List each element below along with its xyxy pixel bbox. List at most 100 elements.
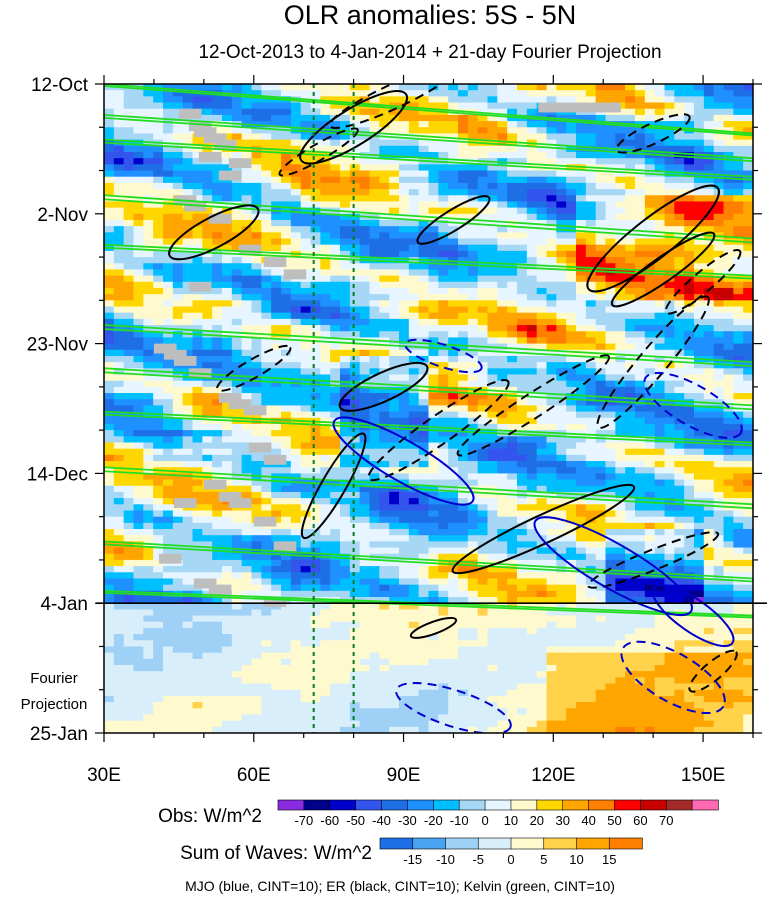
anomaly-cell — [595, 337, 607, 345]
anomaly-cell — [576, 294, 587, 301]
anomaly-cell — [399, 454, 410, 462]
anomaly-cell — [536, 114, 548, 122]
anomaly-cell — [349, 510, 361, 518]
anomaly-cell — [654, 522, 666, 530]
anomaly-cell — [438, 84, 449, 91]
anomaly-cell — [743, 300, 753, 308]
anomaly-cell — [536, 461, 548, 468]
anomaly-cell — [694, 182, 705, 190]
anomaly-cell — [664, 226, 675, 233]
anomaly-cell — [418, 368, 430, 376]
anomaly-cell — [713, 423, 725, 431]
anomaly-cell — [615, 281, 626, 289]
anomaly-cell — [556, 207, 567, 215]
anomaly-cell — [566, 306, 577, 314]
anomaly-cell — [418, 195, 430, 203]
anomaly-cell — [399, 399, 410, 407]
anomaly-cell — [694, 423, 705, 431]
anomaly-cell — [271, 250, 282, 258]
anomaly-cell — [703, 226, 715, 233]
anomaly-cell — [458, 405, 469, 413]
anomaly-cell — [507, 399, 518, 407]
anomaly-cell — [310, 461, 321, 468]
anomaly-cell — [349, 417, 361, 425]
anomaly-cell — [104, 269, 115, 277]
anomaly-cell — [684, 393, 695, 400]
anomaly-cell — [605, 195, 616, 203]
anomaly-cell — [300, 355, 312, 363]
anomaly-cell — [320, 176, 331, 184]
anomaly-cell — [428, 108, 439, 116]
anomaly-cell — [674, 510, 685, 518]
anomaly-cell — [615, 454, 626, 462]
anomaly-cell — [281, 219, 292, 227]
anomaly-cell — [241, 306, 253, 314]
anomaly-cell — [477, 170, 489, 178]
anomaly-cell — [487, 219, 498, 227]
anomaly-cell — [261, 504, 272, 512]
anomaly-cell — [399, 368, 410, 376]
anomaly-cell — [566, 84, 577, 91]
anomaly-cell — [428, 325, 439, 332]
anomaly-cell — [625, 133, 636, 141]
anomaly-cell — [428, 275, 439, 283]
anomaly-cell — [143, 535, 154, 542]
anomaly-cell — [399, 473, 410, 481]
anomaly-cell — [418, 442, 430, 450]
anomaly-cell — [290, 114, 302, 122]
anomaly-cell — [733, 96, 744, 104]
anomaly-cell — [448, 151, 459, 159]
anomaly-cell — [497, 547, 508, 555]
anomaly-cell — [271, 411, 282, 419]
anomaly-cell — [143, 96, 154, 104]
anomaly-cell — [694, 213, 705, 221]
anomaly-cell — [251, 287, 262, 295]
anomaly-cell — [536, 349, 548, 357]
anomaly-cell — [556, 244, 567, 252]
anomaly-cell — [369, 238, 380, 246]
anomaly-cell — [556, 479, 567, 487]
anomaly-cell — [654, 257, 666, 264]
anomaly-cell — [330, 219, 341, 227]
anomaly-cell — [340, 374, 351, 382]
anomaly-cell — [330, 238, 341, 246]
anomaly-cell — [654, 362, 666, 369]
anomaly-cell — [576, 189, 587, 196]
anomaly-cell — [379, 516, 390, 524]
anomaly-cell — [733, 479, 744, 487]
anomaly-cell — [743, 325, 753, 332]
anomaly-cell — [163, 189, 174, 196]
anomaly-cell — [172, 448, 184, 456]
anomaly-cell — [320, 170, 331, 178]
anomaly-cell — [104, 448, 115, 456]
anomaly-cell — [133, 244, 144, 252]
anomaly-cell — [477, 102, 489, 110]
anomaly-cell — [113, 522, 125, 530]
anomaly-cell — [300, 374, 312, 382]
anomaly-cell — [497, 411, 508, 419]
anomaly-cell — [418, 541, 430, 549]
anomaly-cell — [241, 257, 253, 264]
anomaly-cell — [340, 535, 351, 542]
anomaly-cell — [399, 275, 410, 283]
anomaly-cell — [271, 287, 282, 295]
anomaly-cell — [635, 164, 646, 172]
anomaly-cell — [448, 473, 459, 481]
anomaly-cell — [684, 176, 695, 184]
anomaly-cell — [408, 473, 420, 481]
anomaly-cell — [713, 504, 725, 512]
anomaly-cell — [576, 461, 587, 468]
anomaly-cell — [300, 170, 312, 178]
anomaly-cell — [300, 213, 312, 221]
anomaly-cell — [458, 158, 469, 165]
anomaly-cell — [418, 207, 430, 215]
anomaly-cell — [507, 423, 518, 431]
anomaly-cell — [133, 442, 144, 450]
anomaly-cell — [546, 90, 557, 97]
anomaly-cell — [428, 331, 439, 339]
anomaly-cell — [123, 281, 135, 289]
anomaly-cell — [438, 102, 449, 110]
anomaly-cell — [487, 108, 498, 116]
anomaly-cell — [290, 393, 302, 400]
anomaly-cell — [664, 170, 675, 178]
